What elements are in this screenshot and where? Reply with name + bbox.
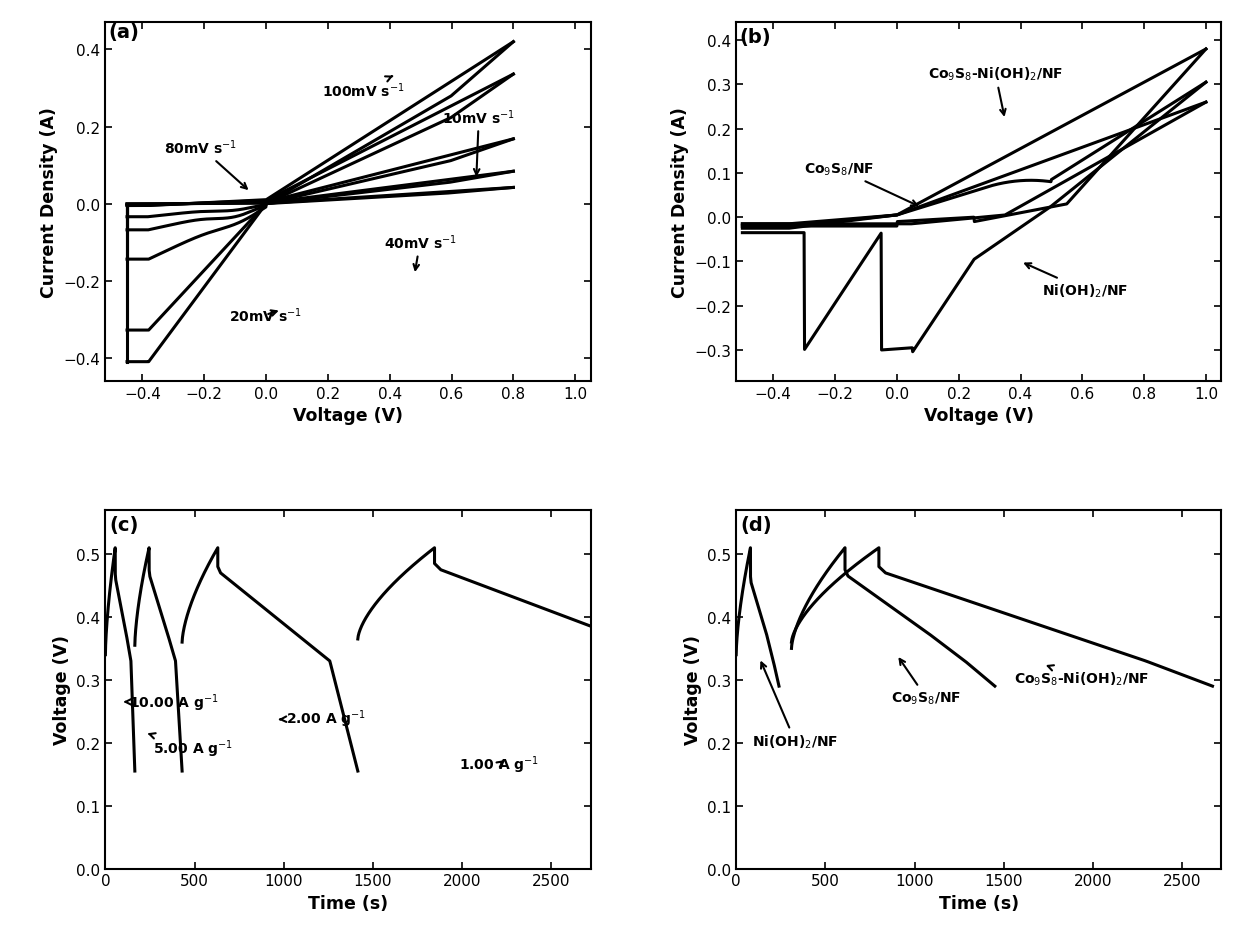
Y-axis label: Current Density (A): Current Density (A) [40,107,58,298]
Text: Ni(OH)$_2$/NF: Ni(OH)$_2$/NF [753,663,838,751]
Y-axis label: Voltage (V): Voltage (V) [53,635,71,744]
Text: 80mV s$^{-1}$: 80mV s$^{-1}$ [164,139,247,189]
Text: 20mV s$^{-1}$: 20mV s$^{-1}$ [229,306,303,325]
X-axis label: Time (s): Time (s) [308,894,388,912]
Text: Co$_9$S$_8$-Ni(OH)$_2$/NF: Co$_9$S$_8$-Ni(OH)$_2$/NF [928,66,1063,116]
Text: 100mV s$^{-1}$: 100mV s$^{-1}$ [321,77,404,99]
Y-axis label: Current Density (A): Current Density (A) [671,107,688,298]
Text: Co$_9$S$_8$-Ni(OH)$_2$/NF: Co$_9$S$_8$-Ni(OH)$_2$/NF [1014,665,1149,688]
X-axis label: Time (s): Time (s) [939,894,1019,912]
Text: (d): (d) [740,516,773,534]
Text: (c): (c) [110,516,139,534]
Text: (a): (a) [108,23,139,42]
Text: 10mV s$^{-1}$: 10mV s$^{-1}$ [443,108,516,175]
X-axis label: Voltage (V): Voltage (V) [293,407,403,425]
Text: Ni(OH)$_2$/NF: Ni(OH)$_2$/NF [1025,264,1128,300]
Text: 10.00 A g$^{-1}$: 10.00 A g$^{-1}$ [125,692,218,713]
Text: (b): (b) [739,28,771,48]
Text: 40mV s$^{-1}$: 40mV s$^{-1}$ [383,233,456,271]
Text: 5.00 A g$^{-1}$: 5.00 A g$^{-1}$ [149,734,233,760]
Y-axis label: Voltage (V): Voltage (V) [683,635,702,744]
Text: 2.00 A g$^{-1}$: 2.00 A g$^{-1}$ [280,708,366,729]
Text: 1.00 A g$^{-1}$: 1.00 A g$^{-1}$ [459,753,538,775]
Text: Co$_9$S$_8$/NF: Co$_9$S$_8$/NF [892,659,961,707]
X-axis label: Voltage (V): Voltage (V) [924,407,1034,425]
Text: Co$_9$S$_8$/NF: Co$_9$S$_8$/NF [805,162,918,206]
